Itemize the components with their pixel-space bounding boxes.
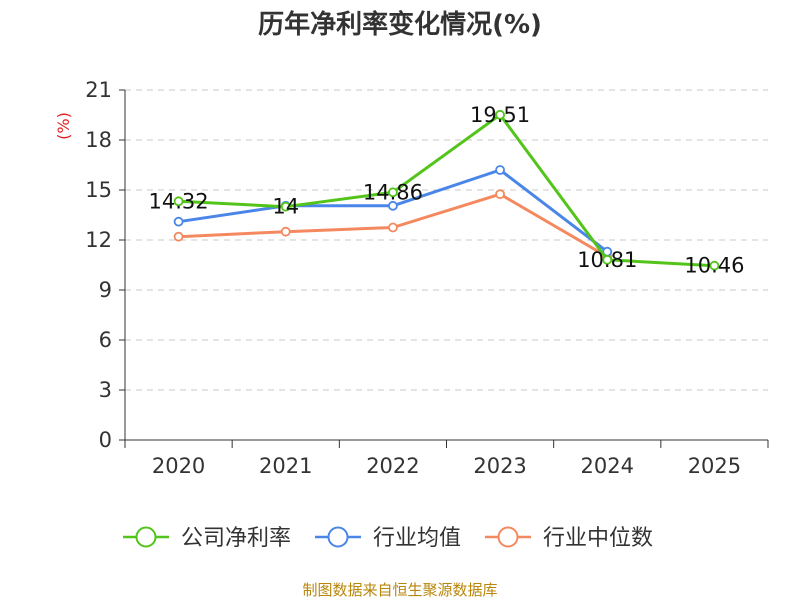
data-point [388, 187, 398, 198]
x-tick-label: 2020 [152, 454, 205, 478]
data-label: 14 [272, 195, 299, 219]
axes: 0 3 6 9 12 15 18 21 2020 2021 2022 2023 2024 2025 [85, 78, 769, 478]
data-point [495, 189, 505, 200]
y-tick-label: 0 [99, 428, 112, 452]
y-tick-label: 15 [85, 178, 112, 202]
data-label: 14.32 [149, 189, 209, 213]
data-label: 14.86 [363, 180, 423, 204]
x-tick-label: 2023 [473, 454, 526, 478]
legend-marker [327, 526, 349, 548]
data-point [173, 196, 184, 207]
data-point [280, 226, 291, 237]
series-line [178, 113, 715, 268]
legend: 公司净利率 行业均值 行业中位数 [123, 526, 653, 551]
data-point [173, 231, 184, 242]
data-point [173, 216, 184, 227]
x-tick-label: 2022 [366, 454, 419, 478]
grid [125, 89, 768, 391]
series [173, 109, 720, 271]
y-tick-label: 21 [85, 78, 112, 102]
legend-label: 行业中位数 [543, 526, 653, 551]
data-point [388, 222, 398, 233]
y-tick-label: 3 [99, 378, 112, 402]
data-labels: 14.32 14 14.86 19.51 10.81 10.46 [149, 103, 745, 278]
chart-title: 历年净利率变化情况(%) [258, 9, 542, 40]
data-point [280, 201, 291, 212]
data-point [495, 109, 505, 120]
y-tick-label: 6 [99, 328, 112, 352]
legend-marker [497, 526, 519, 548]
data-point [495, 165, 505, 175]
y-tick-label: 18 [85, 128, 112, 152]
y-tick-label: 12 [85, 228, 112, 252]
x-tick-label: 2025 [688, 454, 741, 478]
x-tick-label: 2024 [581, 454, 634, 478]
data-label: 10.46 [684, 254, 744, 278]
data-point [709, 260, 720, 271]
data-point [388, 200, 398, 211]
legend-label: 行业均值 [373, 526, 461, 551]
data-label: 10.81 [577, 248, 637, 272]
x-tick-label: 2021 [259, 454, 312, 478]
legend-label: 公司净利率 [181, 526, 291, 551]
data-label: 19.51 [470, 103, 530, 127]
source-note: 制图数据来自恒生聚源数据库 [302, 581, 497, 599]
data-point [602, 254, 613, 265]
legend-marker [135, 526, 157, 548]
y-axis-label: (%) [54, 112, 73, 140]
y-tick-label: 9 [99, 278, 112, 302]
